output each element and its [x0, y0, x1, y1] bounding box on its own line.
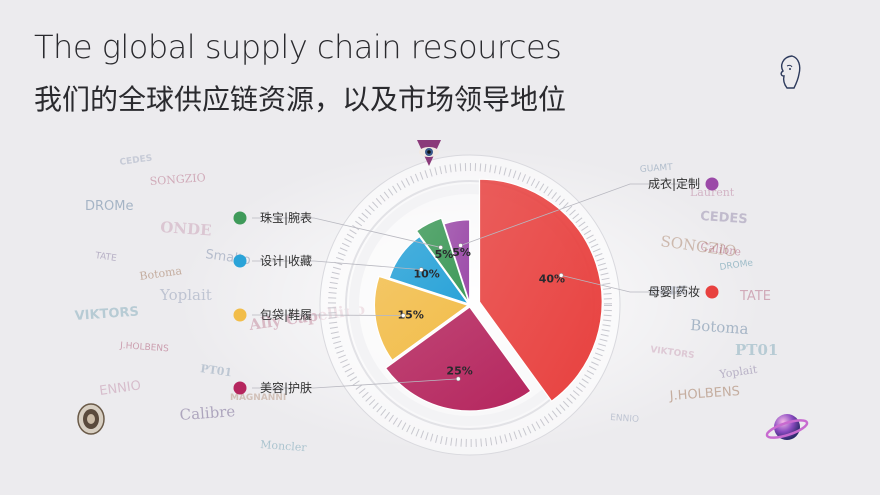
legend-label: 珠宝|腕表 [260, 210, 312, 225]
legend-swatch [233, 381, 247, 395]
pie-slice [388, 235, 470, 305]
leader-line [252, 314, 404, 316]
leader-anchor [455, 376, 461, 382]
pie-slice [443, 219, 471, 304]
slice-value-label: 40% [539, 272, 565, 285]
leader-line [252, 378, 459, 389]
legend-label: 母婴|药妆 [648, 285, 700, 299]
brand-logo: PT01 [735, 341, 778, 359]
leader-line [252, 260, 422, 270]
brand-logo: CEDES [700, 209, 748, 227]
brand-logo: Moncler [260, 438, 308, 454]
pie-slice [415, 217, 470, 304]
brand-logo: ENNIO [98, 378, 141, 399]
pie-slices [373, 178, 603, 412]
title-chinese: 我们的全球供应链资源，以及市场领导地位 [34, 83, 567, 116]
slice-value-label: 25% [446, 365, 472, 378]
brand-logo: MAGNANNI [230, 393, 286, 403]
slice-value-label: 5% [435, 248, 454, 261]
brand-logo: Yoplait [159, 286, 212, 304]
medallion-icon [77, 403, 105, 435]
legend-label: 美容|护肤 [260, 380, 312, 395]
slice-value-label: 15% [398, 308, 424, 321]
brand-logo: TATE [94, 251, 118, 264]
brand-logo: GUAMT [640, 163, 674, 175]
planet-icon [765, 414, 809, 440]
brand-logo: J.HOLBENS [119, 341, 170, 354]
leader-anchor [418, 267, 424, 272]
slice-value-label: 5% [452, 246, 471, 259]
leader-anchor [438, 245, 443, 250]
eye-icon [417, 140, 441, 166]
legend-swatch [705, 285, 719, 299]
brand-logo: VIKTORS [74, 305, 139, 324]
leader-anchor [458, 243, 463, 248]
brand-logo: CEDES [119, 153, 153, 167]
title-english: The global supply chain resources [34, 28, 562, 66]
brand-logo: Calibre [179, 402, 236, 424]
brand-logo: ENNIO [610, 413, 640, 425]
brand-logo: ONDE [649, 283, 687, 299]
brand-logo: PT01 [200, 362, 233, 379]
brand-logo: J.HOLBENS [668, 384, 740, 404]
pie-slice [373, 275, 470, 362]
brand-logo: TATE [739, 289, 771, 304]
legend-swatch [233, 308, 247, 322]
legend-swatch [705, 177, 719, 191]
legend-swatch [233, 254, 247, 268]
leader-anchor [558, 273, 564, 278]
leader-line [460, 183, 700, 246]
ring-outer [319, 154, 621, 456]
leader-lines [252, 183, 700, 389]
pie-slice [478, 178, 603, 403]
brand-logo: Botoma [139, 264, 184, 283]
legend-label: 设计|收藏 [260, 254, 312, 268]
ring-ticks [328, 163, 612, 447]
brand-logo: Botoma [690, 316, 749, 338]
face-profile-icon [780, 55, 801, 89]
brand-logo: SONGZIO [149, 171, 206, 188]
leader-line [561, 274, 700, 293]
brand-logo: DROMe [719, 258, 754, 273]
brand-logo: ONDE [160, 218, 212, 240]
brand-logo: Laurent [690, 186, 735, 199]
brand-logo: Calibre [700, 240, 742, 259]
leader-line [252, 217, 441, 248]
leader-anchor [401, 313, 406, 318]
legend-label: 成衣|定制 [648, 176, 700, 191]
legend-swatch [233, 211, 247, 225]
pie-slice [384, 306, 532, 412]
brand-logo: DROMe [85, 199, 134, 214]
legend-label: 包袋|鞋履 [260, 307, 312, 322]
brand-logo: Yoplait [718, 363, 759, 381]
